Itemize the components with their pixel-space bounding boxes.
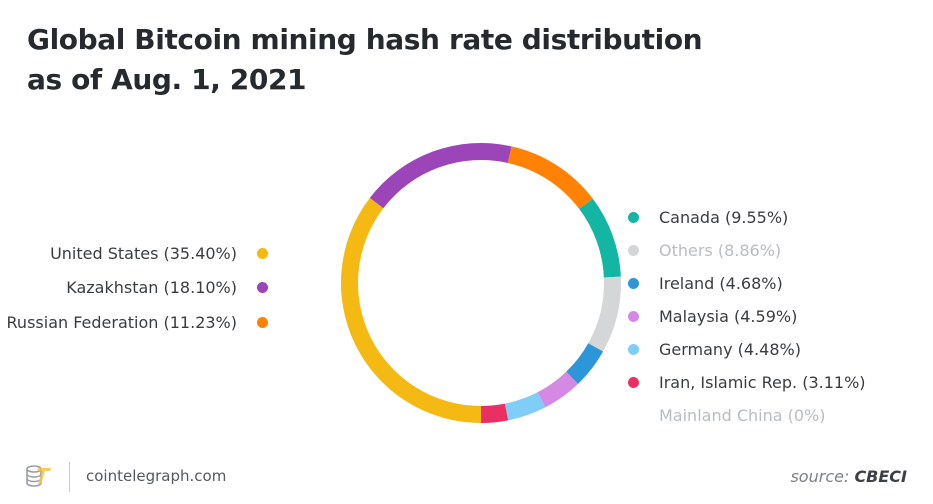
donut-slice-russian-federation	[507, 146, 593, 210]
donut-slice-ireland	[566, 343, 604, 384]
source-prefix: source:	[790, 467, 855, 486]
legend-swatch	[628, 377, 639, 388]
donut-slice-canada	[579, 198, 621, 278]
footer-source: source: CBECI	[790, 467, 907, 486]
legend-swatch	[628, 212, 639, 223]
footer-site-link[interactable]: cointelegraph.com	[86, 467, 227, 485]
footer-divider	[69, 462, 70, 492]
legend-label: Malaysia (4.59%)	[659, 307, 798, 326]
legend-label: Ireland (4.68%)	[659, 274, 783, 293]
donut-slice-iran-islamic-rep	[481, 403, 509, 423]
chart-title-line-1: Global Bitcoin mining hash rate distribu…	[27, 23, 703, 56]
legend-label: Canada (9.55%)	[659, 208, 789, 227]
legend-item: United States (35.40%)	[7, 236, 268, 271]
legend-swatch-empty	[628, 410, 639, 421]
legend-swatch	[628, 344, 639, 355]
donut-slice-germany	[504, 392, 546, 421]
legend-swatch	[628, 311, 639, 322]
donut-slice-kazakhstan	[369, 143, 512, 209]
legend-item: Kazakhstan (18.10%)	[7, 271, 268, 306]
legend-label: Russian Federation (11.23%)	[6, 312, 237, 332]
legend-item: Others (8.86%)	[628, 234, 866, 267]
chart-title-line-2: as of Aug. 1, 2021	[27, 63, 307, 96]
donut-slice-others	[588, 276, 621, 352]
chart-title: Global Bitcoin mining hash rate distribu…	[27, 20, 747, 100]
legend-swatch	[257, 247, 268, 259]
legend-swatch	[257, 316, 268, 328]
legend-label: Iran, Islamic Rep. (3.11%)	[659, 373, 866, 392]
legend-item: Iran, Islamic Rep. (3.11%)	[628, 366, 866, 399]
legend-left: United States (35.40%) Kazakhstan (18.10%…	[7, 236, 268, 340]
legend-label: Others (8.86%)	[659, 241, 782, 260]
legend-label: Germany (4.48%)	[659, 340, 801, 359]
legend-item: Germany (4.48%)	[628, 333, 866, 366]
legend-swatch	[628, 278, 639, 289]
legend-item: Mainland China (0%)	[628, 399, 866, 432]
cointelegraph-logo-icon	[26, 465, 51, 487]
legend-swatch	[628, 245, 639, 256]
legend-item: Ireland (4.68%)	[628, 267, 866, 300]
legend-swatch	[257, 282, 268, 294]
legend-label: Mainland China (0%)	[659, 406, 826, 425]
legend-label: United States (35.40%)	[50, 243, 237, 263]
donut-slice-united-states	[340, 197, 481, 423]
source-name: CBECI	[854, 467, 907, 486]
legend-right: Canada (9.55%) Others (8.86%) Ireland (4.6…	[628, 201, 866, 432]
legend-label: Kazakhstan (18.10%)	[66, 278, 237, 298]
legend-item: Russian Federation (11.23%)	[7, 305, 268, 340]
donut-slice-malaysia	[537, 371, 578, 408]
legend-item: Canada (9.55%)	[628, 201, 866, 234]
legend-item: Malaysia (4.59%)	[628, 300, 866, 333]
